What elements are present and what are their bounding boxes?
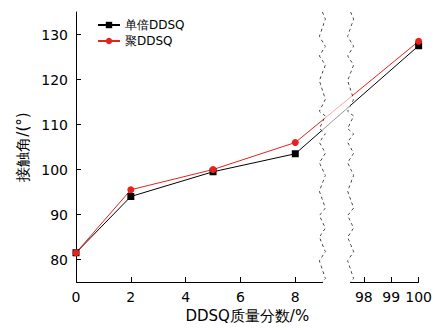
svg-text:110: 110 bbox=[41, 117, 68, 133]
svg-text:120: 120 bbox=[41, 72, 68, 88]
svg-text:98: 98 bbox=[355, 289, 373, 305]
svg-text:8: 8 bbox=[291, 289, 300, 305]
svg-text:80: 80 bbox=[50, 252, 68, 268]
svg-text:接触角/(°): 接触角/(°) bbox=[14, 112, 32, 181]
svg-text:单倍DDSQ: 单倍DDSQ bbox=[125, 18, 185, 32]
svg-text:聚DDSQ: 聚DDSQ bbox=[125, 34, 173, 48]
svg-text:99: 99 bbox=[382, 289, 400, 305]
svg-text:0: 0 bbox=[72, 289, 81, 305]
svg-text:2: 2 bbox=[126, 289, 135, 305]
svg-text:130: 130 bbox=[41, 27, 68, 43]
svg-text:100: 100 bbox=[405, 289, 432, 305]
svg-text:6: 6 bbox=[236, 289, 245, 305]
svg-text:100: 100 bbox=[41, 162, 68, 178]
svg-text:DDSQ质量分数/%: DDSQ质量分数/% bbox=[185, 307, 309, 325]
svg-text:4: 4 bbox=[181, 289, 190, 305]
svg-text:90: 90 bbox=[50, 207, 68, 223]
